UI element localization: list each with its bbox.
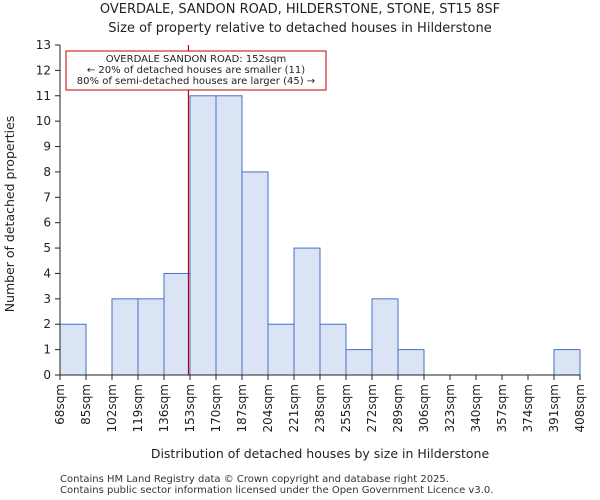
bar-272sqm — [371, 298, 399, 376]
bar-170sqm — [215, 95, 243, 376]
y-tick-label: 10 — [36, 114, 51, 128]
x-tick-label: 374sqm — [521, 384, 535, 432]
bar-238sqm — [319, 323, 347, 376]
x-tick-label: 119sqm — [131, 384, 145, 432]
y-tick-label: 5 — [43, 241, 51, 255]
y-tick-label: 9 — [43, 140, 51, 154]
y-tick-label: 13 — [36, 38, 51, 52]
x-tick-label: 85sqm — [79, 384, 93, 425]
y-tick-label: 4 — [43, 266, 51, 280]
bar-255sqm — [345, 349, 373, 376]
x-tick-label: 136sqm — [157, 384, 171, 432]
bar-221sqm — [293, 247, 321, 376]
x-tick-label: 68sqm — [53, 384, 67, 425]
x-tick-label: 102sqm — [105, 384, 119, 432]
y-tick-label: 0 — [43, 368, 51, 382]
bars-group — [59, 95, 581, 376]
x-tick-label: 170sqm — [209, 384, 223, 432]
bar-119sqm — [137, 298, 165, 376]
y-tick-label: 8 — [43, 165, 51, 179]
bar-153sqm — [189, 95, 217, 376]
bar-289sqm — [397, 349, 425, 376]
chart-subtitle: Size of property relative to detached ho… — [108, 21, 491, 36]
x-tick-label: 289sqm — [391, 384, 405, 432]
x-tick-label: 391sqm — [547, 384, 561, 432]
x-tick-label: 187sqm — [235, 384, 249, 432]
bar-187sqm — [241, 171, 269, 376]
y-tick-label: 7 — [43, 190, 51, 204]
chart-title: OVERDALE, SANDON ROAD, HILDERSTONE, STON… — [100, 2, 500, 17]
x-tick-label: 153sqm — [183, 384, 197, 432]
annotation-box — [65, 50, 327, 91]
y-tick-label: 3 — [43, 292, 51, 306]
bar-391sqm — [553, 349, 581, 376]
x-tick-label: 357sqm — [495, 384, 509, 432]
histogram-chart: OVERDALE, SANDON ROAD, HILDERSTONE, STON… — [2, 2, 587, 461]
x-tick-label: 238sqm — [313, 384, 327, 432]
x-tick-label: 272sqm — [365, 384, 379, 432]
x-tick-label: 408sqm — [573, 384, 587, 432]
annotation-line-2: ← 20% of detached houses are smaller (11… — [87, 65, 305, 76]
y-axis-label: Number of detached properties — [2, 116, 17, 313]
annotation-line-1: OVERDALE SANDON ROAD: 152sqm — [106, 54, 286, 65]
x-axis-label: Distribution of detached houses by size … — [151, 446, 490, 461]
x-tick-label: 306sqm — [417, 384, 431, 432]
footer-line-1: Contains HM Land Registry data © Crown c… — [60, 474, 449, 485]
x-tick-label: 221sqm — [287, 384, 301, 432]
x-tick-label: 323sqm — [443, 384, 457, 432]
bar-136sqm — [163, 272, 191, 376]
bar-68sqm — [59, 323, 87, 376]
y-tick-label: 6 — [43, 216, 51, 230]
x-ticks-group: 68sqm 85sqm 102sqm 119sqm 136sqm 153sqm 170sqm… — [53, 375, 587, 432]
y-tick-label: 11 — [36, 89, 51, 103]
bar-102sqm — [111, 298, 139, 376]
y-tick-label: 12 — [36, 63, 51, 77]
bar-204sqm — [267, 323, 295, 376]
x-tick-label: 340sqm — [469, 384, 483, 432]
y-tick-label: 2 — [43, 317, 51, 331]
annotation-line-3: 80% of semi-detached houses are larger (… — [77, 76, 315, 87]
x-tick-label: 255sqm — [339, 384, 353, 432]
x-tick-label: 204sqm — [261, 384, 275, 432]
y-tick-label: 1 — [43, 343, 51, 357]
footer-line-2: Contains public sector information licen… — [60, 485, 494, 496]
